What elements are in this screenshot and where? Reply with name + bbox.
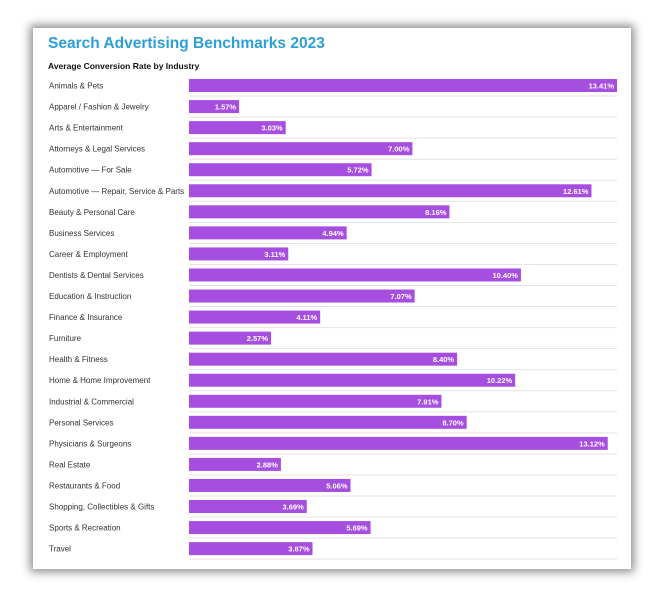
data-label: 3.69%	[282, 503, 304, 512]
category-label: Real Estate	[49, 460, 91, 469]
category-label: Finance & Insurance	[49, 313, 123, 322]
category-label: Travel	[49, 545, 71, 554]
data-label: 3.87%	[288, 545, 310, 554]
data-label: 5.72%	[347, 166, 369, 175]
bar	[189, 289, 415, 303]
bar	[189, 121, 286, 135]
category-label: Dentists & Dental Services	[49, 271, 144, 280]
category-label: Education & Instruction	[49, 292, 131, 301]
bar	[189, 373, 516, 387]
chart-title: Search Advertising Benchmarks 2023	[48, 35, 325, 52]
data-label: 13.41%	[589, 82, 615, 91]
category-label: Business Services	[49, 229, 114, 238]
data-label: 12.61%	[563, 187, 589, 196]
category-label: Automotive — For Sale	[49, 166, 132, 175]
bar	[189, 478, 351, 492]
data-label: 7.91%	[417, 397, 439, 406]
category-label: Automotive — Repair, Service & Parts	[49, 187, 184, 196]
category-label: Restaurants & Food	[49, 481, 120, 490]
bar	[189, 436, 608, 450]
category-label: Career & Employment	[49, 250, 128, 259]
data-label: 7.07%	[390, 292, 412, 301]
bar	[189, 226, 347, 240]
bar	[189, 163, 372, 177]
data-label: 3.11%	[264, 250, 285, 259]
data-label: 4.94%	[322, 229, 344, 238]
bar	[189, 352, 458, 366]
bar	[189, 205, 450, 219]
bar	[189, 415, 467, 429]
bar	[189, 247, 289, 261]
bar	[189, 79, 617, 93]
category-label: Sports & Recreation	[49, 524, 121, 533]
data-label: 5.06%	[326, 481, 348, 490]
chart-subtitle: Average Conversion Rate by Industry	[48, 61, 200, 71]
category-label: Shopping, Collectibles & Gifts	[49, 503, 154, 512]
category-label: Industrial & Commercial	[49, 397, 134, 406]
category-label: Animals & Pets	[49, 82, 103, 91]
category-label: Arts & Entertainment	[49, 124, 124, 133]
data-label: 13.12%	[579, 439, 605, 448]
category-label: Health & Fitness	[49, 355, 108, 364]
bar	[189, 100, 240, 114]
data-label: 1.57%	[215, 103, 237, 112]
bar	[189, 500, 307, 514]
data-label: 5.69%	[346, 524, 368, 533]
category-label: Home & Home Improvement	[49, 376, 151, 385]
bar	[189, 542, 313, 556]
bar	[189, 457, 281, 471]
bar	[189, 331, 272, 345]
data-label: 3.03%	[261, 124, 283, 133]
chart-card: Search Advertising Benchmarks 2023 Avera…	[33, 28, 631, 569]
category-label: Beauty & Personal Care	[49, 208, 135, 217]
bar	[189, 521, 371, 535]
category-label: Apparel / Fashion & Jewelry	[49, 103, 149, 112]
bar	[189, 142, 413, 156]
data-label: 8.40%	[433, 355, 455, 364]
bar-chart: Animals & Pets 13.41% Apparel / Fashion & …	[49, 79, 617, 560]
data-label: 8.16%	[425, 208, 447, 217]
category-label: Attorneys & Legal Services	[49, 145, 145, 154]
data-label: 8.70%	[442, 418, 464, 427]
bar	[189, 184, 592, 198]
category-label: Personal Services	[49, 418, 113, 427]
bar	[189, 394, 442, 408]
category-label: Furniture	[49, 334, 82, 343]
data-label: 10.22%	[487, 376, 513, 385]
data-label: 10.40%	[492, 271, 518, 280]
bar	[189, 310, 321, 324]
data-label: 4.11%	[296, 313, 317, 322]
data-label: 2.88%	[257, 460, 279, 469]
bar	[189, 268, 521, 282]
data-label: 7.00%	[388, 145, 410, 154]
data-label: 2.57%	[247, 334, 269, 343]
category-label: Physicians & Surgeons	[49, 439, 131, 448]
